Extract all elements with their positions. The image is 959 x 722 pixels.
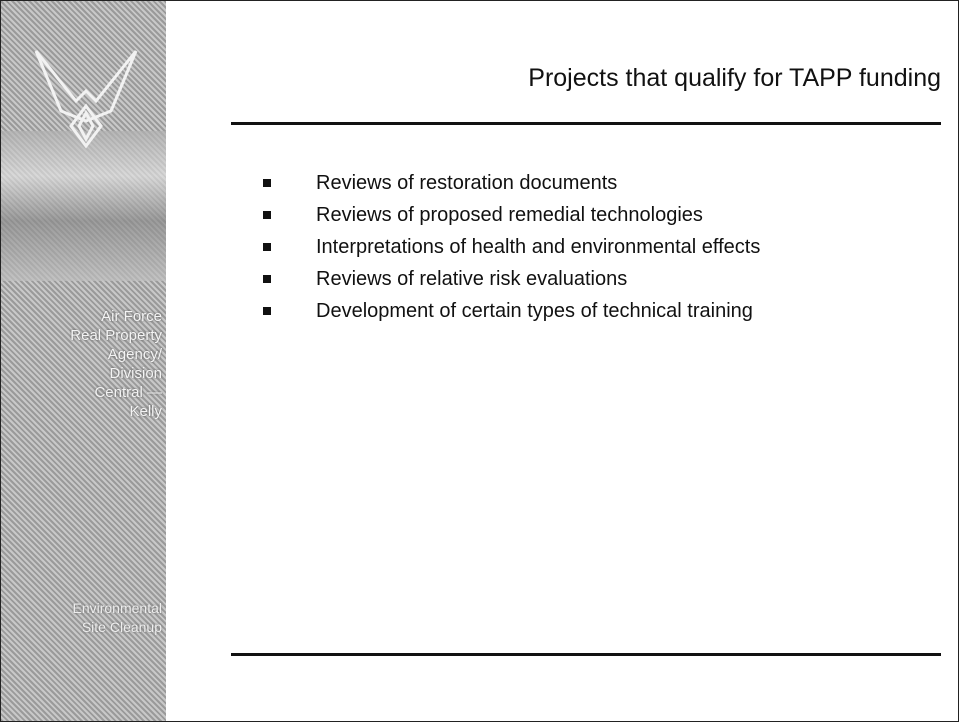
organization-line: Central —: [70, 383, 162, 402]
organization-line: Air Force: [70, 307, 162, 326]
photo-band: [1, 131, 166, 281]
bullet: Reviews of proposed remedial technologie…: [263, 203, 823, 227]
organization-line: Division: [70, 364, 162, 383]
title-rule: [231, 122, 941, 125]
program-line: Site Cleanup: [73, 618, 163, 637]
slide: Air ForceReal PropertyAgency/DivisionCen…: [0, 0, 959, 722]
bullet: Reviews of relative risk evaluations: [263, 267, 823, 291]
footer-rule: [231, 653, 941, 656]
bullet: Reviews of restoration documents: [263, 171, 823, 195]
air-force-logo: [31, 41, 141, 151]
bullet-list: Reviews of restoration documents Reviews …: [263, 171, 823, 331]
organization-line: Real Property: [70, 326, 162, 345]
bullet: Development of certain types of technica…: [263, 299, 823, 323]
organization-line: Agency/: [70, 345, 162, 364]
program-line: Environmental: [73, 599, 163, 618]
bullet: Interpretations of health and environmen…: [263, 235, 823, 259]
slide-title: Projects that qualify for TAPP funding: [231, 64, 941, 93]
organization-line: Kelly: [70, 402, 162, 421]
